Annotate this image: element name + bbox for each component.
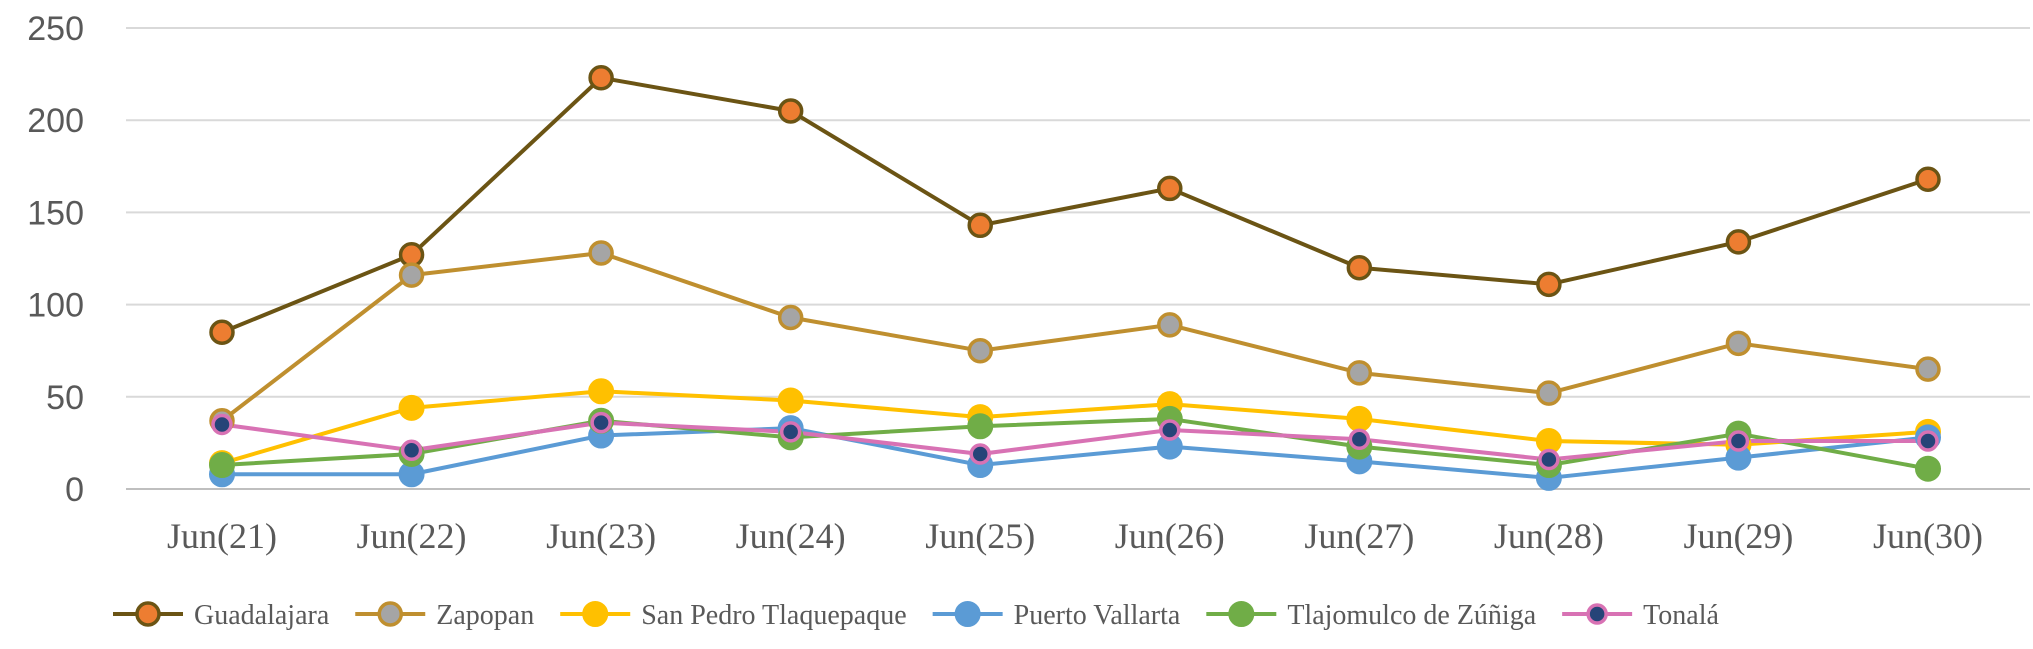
data-point-1-9 <box>1915 356 1941 382</box>
series-line-3 <box>222 426 1929 480</box>
y-tick-label: 0 <box>65 471 84 509</box>
series-line-0 <box>221 75 1929 335</box>
x-tick-label: Jun(28) <box>1494 516 1604 556</box>
x-tick-label: Jun(21) <box>167 516 277 556</box>
data-point-5-7 <box>1538 448 1560 471</box>
data-point-1-7 <box>1536 380 1562 406</box>
x-tick-label: Jun(22) <box>357 516 467 556</box>
data-point-0-0 <box>209 319 235 346</box>
data-point-1-8 <box>1725 330 1752 357</box>
data-point-0-5 <box>1157 175 1183 202</box>
data-point-0-2 <box>588 65 614 91</box>
y-tick-label: 100 <box>27 287 84 325</box>
data-point-1-2 <box>588 240 614 266</box>
legend-label-1: Zapopan <box>436 600 534 631</box>
legend: Guadalajara Zapopan San Pedro Tlaquepaque P… <box>113 600 1719 631</box>
data-point-2-6 <box>1346 405 1373 432</box>
data-point-2-2 <box>588 378 615 405</box>
legend-label-5: Tonalá <box>1643 600 1719 631</box>
series-line-2 <box>221 389 1929 466</box>
series-group <box>209 65 1941 491</box>
legend-marker-1 <box>377 601 403 627</box>
data-point-5-0 <box>211 413 233 436</box>
data-point-5-8 <box>1727 430 1750 452</box>
data-point-0-8 <box>1725 229 1752 255</box>
data-point-0-3 <box>777 98 804 124</box>
data-point-0-4 <box>967 212 993 239</box>
legend-label-0: Guadalajara <box>194 600 330 631</box>
data-point-0-9 <box>1915 166 1941 192</box>
data-point-1-1 <box>398 262 425 288</box>
data-point-2-3 <box>777 387 804 414</box>
data-point-0-6 <box>1346 254 1373 281</box>
x-axis: Jun(21) Jun(22) Jun(23) Jun(24) Jun(25) Jun(2… <box>167 516 1983 556</box>
data-point-4-0 <box>209 452 235 479</box>
legend-marker-3 <box>954 601 981 627</box>
y-axis: 0 50 100 150 200 250 <box>27 10 84 509</box>
data-point-0-7 <box>1536 271 1562 298</box>
y-tick-label: 150 <box>27 194 84 232</box>
data-point-1-3 <box>777 304 804 331</box>
data-point-5-1 <box>400 439 423 462</box>
legend-label-4: Tlajomulco de Zúñiga <box>1287 600 1536 631</box>
legend-marker-0 <box>135 601 161 627</box>
data-point-2-1 <box>398 394 425 421</box>
gridlines <box>126 27 2030 490</box>
data-point-5-9 <box>1917 430 1939 452</box>
data-point-1-6 <box>1346 360 1373 386</box>
data-point-1-5 <box>1157 312 1183 338</box>
data-point-5-4 <box>969 443 991 465</box>
data-point-4-4 <box>967 413 994 440</box>
data-point-5-5 <box>1159 419 1181 441</box>
data-point-5-3 <box>779 421 802 443</box>
series-line-5 <box>221 420 1928 462</box>
series-line-1 <box>220 250 1929 423</box>
legend-marker-4 <box>1228 601 1255 627</box>
legend-label-3: Puerto Vallarta <box>1014 600 1181 631</box>
y-tick-label: 50 <box>46 379 84 417</box>
data-point-5-2 <box>590 411 612 434</box>
x-tick-label: Jun(23) <box>546 516 656 556</box>
x-tick-label: Jun(26) <box>1115 516 1225 556</box>
legend-marker-5 <box>1586 603 1608 625</box>
legend-marker-2 <box>582 601 609 627</box>
x-tick-label: Jun(25) <box>925 516 1035 556</box>
y-tick-label: 200 <box>27 102 84 140</box>
x-tick-label: Jun(27) <box>1304 516 1414 556</box>
data-point-4-9 <box>1915 455 1941 482</box>
x-tick-label: Jun(29) <box>1683 516 1793 556</box>
x-tick-label: Jun(24) <box>736 516 846 556</box>
legend-label-2: San Pedro Tlaquepaque <box>641 600 906 631</box>
y-tick-label: 250 <box>27 10 84 48</box>
x-tick-label: Jun(30) <box>1873 516 1983 556</box>
data-point-1-4 <box>967 337 993 364</box>
data-point-5-6 <box>1348 428 1371 450</box>
